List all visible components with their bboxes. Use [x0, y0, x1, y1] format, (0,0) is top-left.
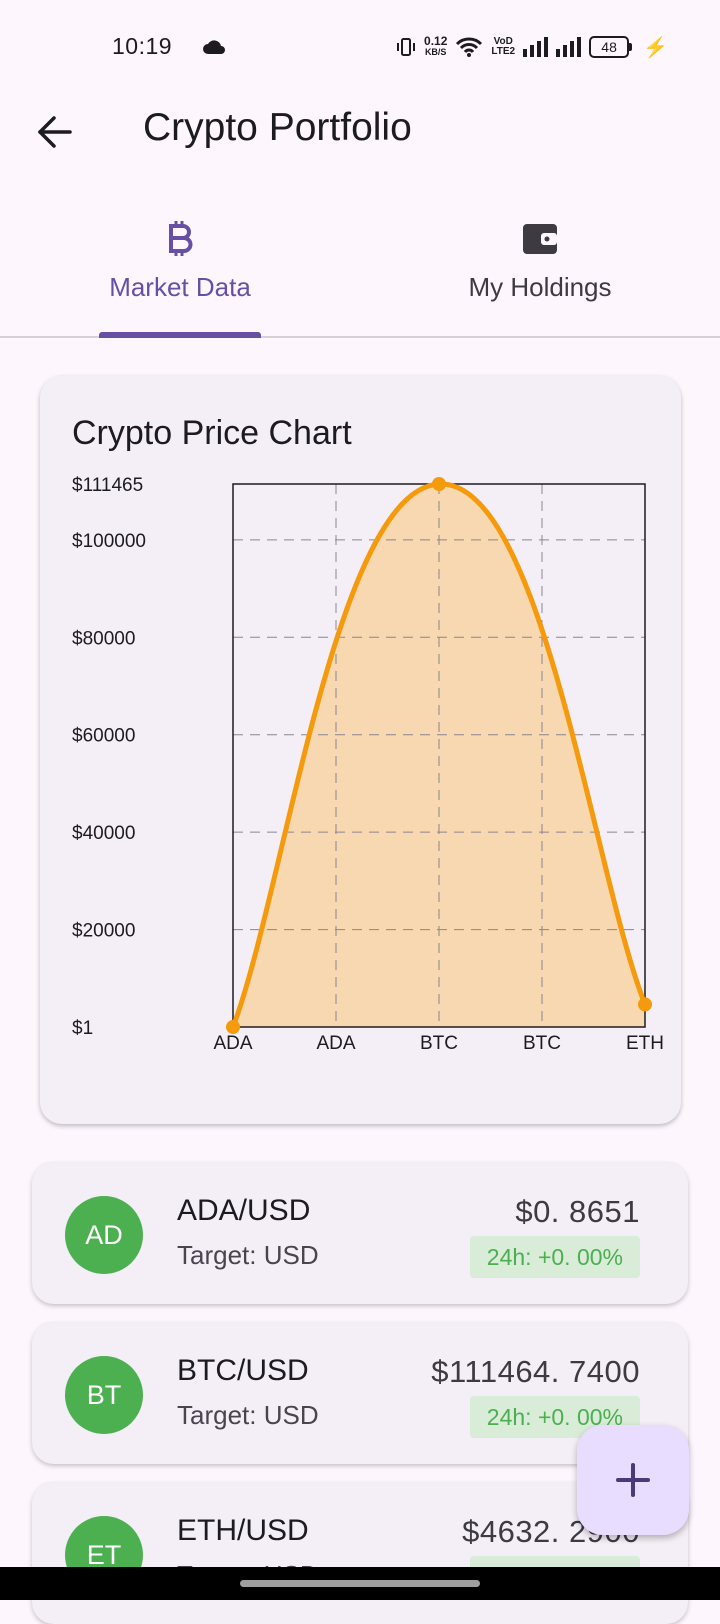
chart-title: Crypto Price Chart	[72, 414, 352, 452]
tab-market-data[interactable]: Market Data	[0, 206, 360, 338]
coin-card-ada[interactable]: AD ADA/USD Target: USD $0. 8651 24h: +0.…	[32, 1162, 688, 1304]
data-point	[226, 1020, 240, 1034]
home-gesture-handle[interactable]	[240, 1580, 480, 1587]
avatar: AD	[65, 1196, 143, 1274]
volte-bottom: LTE2	[491, 46, 516, 57]
bitcoin-icon	[169, 221, 193, 256]
avatar: BT	[65, 1356, 143, 1434]
coin-price: $0. 8651	[515, 1194, 640, 1229]
y-tick-label: $100000	[72, 531, 146, 552]
signal-strength-icon-2	[556, 37, 582, 57]
y-tick-label: $40000	[72, 823, 135, 844]
status-time: 10:19	[112, 33, 173, 59]
coin-pair: ADA/USD	[177, 1194, 311, 1227]
plus-icon	[616, 1463, 650, 1497]
tab-my-holdings[interactable]: My Holdings	[360, 206, 720, 336]
net-speed-unit: KB/S	[424, 47, 447, 57]
volte-top: VoD	[493, 36, 513, 47]
x-tick-label: ETH	[626, 1033, 664, 1054]
tab-market-data-label: Market Data	[109, 272, 251, 302]
wallet-icon	[523, 224, 557, 254]
price-chart: $1 $20000 $40000 $60000 $80000 $100000 $111465…	[72, 475, 664, 1054]
app-bar: Crypto Portfolio	[0, 96, 720, 168]
system-nav-bar	[0, 1567, 720, 1600]
volte-indicator: VoD LTE2	[491, 37, 515, 57]
status-icons: 0.12 KB/S VoD LTE2 48 ⚡	[396, 34, 668, 60]
tab-bar: Market Data My Holdings	[0, 206, 720, 338]
x-tick-label: BTC	[420, 1033, 458, 1054]
tab-indicator	[99, 332, 261, 338]
y-tick-label: $1	[72, 1018, 93, 1039]
battery-icon: 48	[589, 36, 633, 58]
x-tick-label: ADA	[316, 1033, 355, 1054]
net-speed-value: 0.12	[424, 34, 448, 48]
status-bar: 10:19 0.12 KB/S VoD LTE2 48 ⚡	[0, 0, 720, 86]
data-point	[638, 997, 652, 1012]
price-chart-card: Crypto Price Chart $1 $20000 $40000 $60000 $…	[40, 376, 681, 1124]
back-arrow-icon[interactable]	[32, 110, 76, 154]
coin-pair: ETH/USD	[177, 1514, 309, 1547]
y-tick-label: $80000	[72, 628, 135, 649]
wifi-icon	[456, 37, 483, 57]
change-badge: 24h: +0. 00%	[469, 1236, 640, 1278]
cloud-icon	[203, 40, 225, 54]
coin-target: Target: USD	[177, 1240, 319, 1270]
x-tick-label: BTC	[523, 1033, 561, 1054]
signal-strength-icon-1	[523, 37, 549, 57]
coin-price: $111464. 7400	[431, 1354, 640, 1389]
y-tick-label: $20000	[72, 921, 135, 942]
y-tick-label: $111465	[72, 475, 143, 496]
chart-area-fill	[233, 483, 645, 1028]
net-speed: 0.12 KB/S	[424, 34, 448, 58]
vibrate-icon	[397, 38, 416, 56]
coin-target: Target: USD	[177, 1400, 319, 1430]
add-coin-button[interactable]	[577, 1425, 689, 1535]
tab-my-holdings-label: My Holdings	[468, 272, 612, 302]
battery-level: 48	[601, 39, 617, 55]
charging-icon: ⚡	[643, 36, 668, 59]
y-tick-label: $60000	[72, 726, 135, 747]
x-tick-label: ADA	[213, 1033, 252, 1054]
coin-pair: BTC/USD	[177, 1354, 309, 1387]
page-title: Crypto Portfolio	[143, 106, 412, 149]
data-point	[432, 477, 446, 491]
